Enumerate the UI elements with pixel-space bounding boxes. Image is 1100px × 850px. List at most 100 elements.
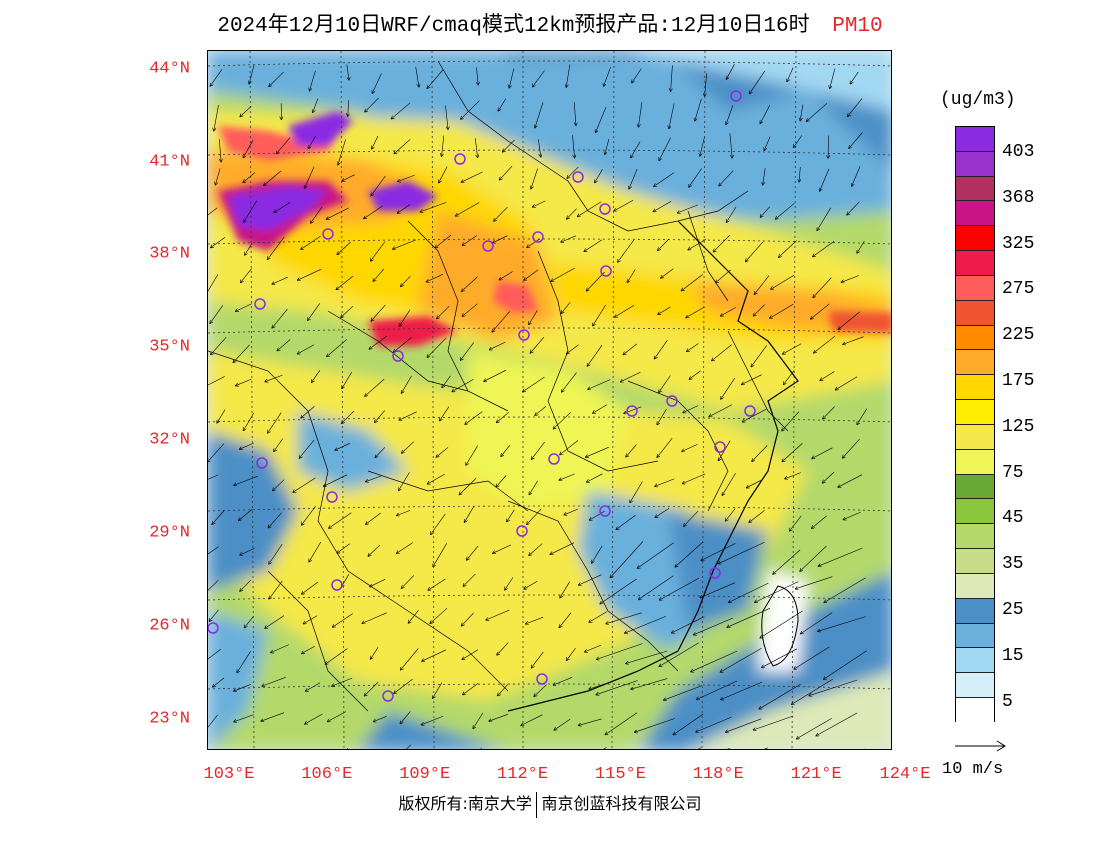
wind-arrow bbox=[683, 405, 699, 413]
city-marker bbox=[392, 350, 404, 362]
wind-arrow bbox=[408, 610, 419, 623]
wind-arrow bbox=[535, 102, 544, 127]
color-bar-tick-label: 175 bbox=[1002, 371, 1035, 391]
wind-arrow bbox=[682, 444, 698, 451]
wind-arrow bbox=[272, 308, 288, 328]
wind-arrow bbox=[342, 371, 352, 388]
wind-arrow bbox=[498, 684, 509, 695]
wind-arrow bbox=[489, 341, 506, 350]
wind-arrow bbox=[342, 174, 355, 181]
wind-arrow bbox=[672, 616, 705, 633]
wind-reference-arrow bbox=[955, 740, 1006, 752]
wind-arrow bbox=[505, 577, 514, 590]
wind-arrow bbox=[243, 412, 255, 431]
wind-arrow bbox=[369, 335, 387, 349]
wind-arrow bbox=[214, 105, 219, 131]
wind-arrow bbox=[589, 611, 608, 623]
wind-arrow bbox=[299, 439, 315, 458]
wind-arrow bbox=[822, 471, 835, 483]
lon-label: 115°E bbox=[594, 765, 646, 784]
color-bar-tick-label: 368 bbox=[1002, 187, 1035, 208]
wind-arrow bbox=[835, 376, 858, 390]
wind-arrow bbox=[659, 642, 699, 667]
wind-arrow bbox=[370, 579, 386, 586]
wind-arrow bbox=[712, 344, 732, 361]
wind-arrow bbox=[293, 477, 316, 493]
wind-arrow bbox=[265, 374, 283, 382]
color-bar-segment bbox=[956, 226, 994, 252]
boundaries bbox=[208, 60, 789, 712]
wind-arrow bbox=[397, 542, 413, 554]
wind-arrow bbox=[498, 98, 507, 111]
wind-arrow bbox=[333, 613, 353, 628]
wind-arrow bbox=[501, 445, 511, 456]
wind-arrow bbox=[751, 345, 767, 366]
wind-arrow bbox=[523, 376, 545, 392]
wind-arrow bbox=[493, 544, 512, 553]
wind-arrow bbox=[234, 475, 258, 485]
wind-arrow bbox=[208, 649, 221, 660]
lat-label: 38°N bbox=[149, 244, 190, 264]
wind-arrow bbox=[461, 342, 475, 360]
wind-arrow bbox=[531, 441, 545, 459]
coastline bbox=[507, 220, 799, 712]
color-bar-segment bbox=[956, 251, 994, 276]
wind-arrow bbox=[399, 309, 411, 327]
wind-arrow bbox=[770, 303, 794, 318]
copyright-right: 南京创蓝科技有限公司 bbox=[541, 794, 702, 813]
wind-arrow bbox=[273, 479, 285, 491]
wind-arrow bbox=[824, 577, 866, 603]
lon-label: 112°E bbox=[497, 765, 549, 784]
wind-arrow bbox=[208, 274, 219, 292]
wind-arrow bbox=[755, 581, 799, 603]
wind-arrow bbox=[211, 337, 227, 355]
wind-arrow bbox=[750, 70, 766, 94]
wind-arrow bbox=[820, 168, 830, 191]
wind-arrow bbox=[538, 139, 541, 157]
color-bar-segment bbox=[956, 524, 994, 550]
wind-arrow bbox=[673, 713, 704, 735]
wind-arrow bbox=[365, 378, 385, 396]
wind-arrow bbox=[301, 406, 315, 418]
wind-arrow bbox=[566, 64, 571, 88]
wind-arrow bbox=[838, 311, 860, 330]
wind-arrow bbox=[240, 547, 255, 555]
wind-arrow bbox=[689, 168, 702, 188]
wind-arrow bbox=[302, 646, 315, 653]
wind-arrow bbox=[760, 610, 803, 638]
wind-arrow bbox=[326, 207, 349, 219]
wind-arrow bbox=[638, 748, 640, 749]
color-bar-segment bbox=[956, 474, 994, 500]
wind-arrow bbox=[524, 581, 538, 589]
wind-arrow bbox=[268, 512, 282, 528]
wind-arrow bbox=[324, 474, 348, 487]
color-bar-segment bbox=[956, 375, 994, 401]
wind-arrow bbox=[779, 240, 797, 258]
color-bar-segment bbox=[956, 127, 994, 152]
wind-arrow bbox=[298, 344, 315, 354]
wind-arrow bbox=[684, 510, 699, 526]
wind-arrow bbox=[787, 67, 794, 82]
color-bar-segment bbox=[956, 176, 994, 202]
wind-arrow bbox=[308, 135, 316, 149]
wind-arrow bbox=[466, 445, 478, 465]
wind-arrow bbox=[435, 234, 452, 248]
wind-arrow bbox=[848, 98, 863, 116]
wind-arrow bbox=[521, 714, 543, 726]
wind-arrow bbox=[727, 608, 771, 627]
wind-arrow bbox=[442, 375, 451, 388]
wind-arrow bbox=[637, 542, 674, 569]
wind-arrow bbox=[742, 374, 762, 385]
wind-arrow bbox=[632, 68, 642, 83]
wind-arrow bbox=[759, 683, 801, 709]
city-marker bbox=[714, 441, 726, 453]
wind-arrow bbox=[493, 235, 508, 243]
wind-arrow bbox=[678, 204, 699, 213]
wind-arrow bbox=[722, 472, 736, 495]
wind-arrow bbox=[381, 748, 382, 749]
wind-arrow bbox=[782, 411, 800, 431]
color-bar-segment bbox=[956, 151, 994, 177]
wind-arrow bbox=[236, 303, 253, 312]
wind-arrow bbox=[219, 139, 221, 161]
wind-arrow bbox=[659, 375, 671, 393]
